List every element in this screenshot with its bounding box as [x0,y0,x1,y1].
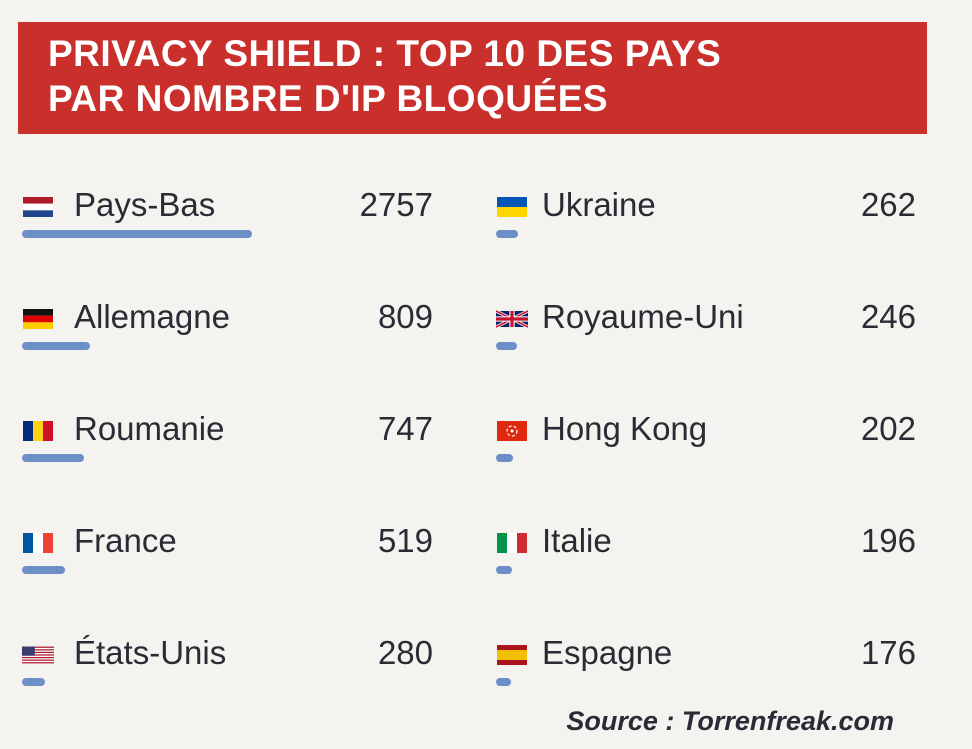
data-label: 246 [860,298,916,335]
bar-entry-2: Roumanie 747 [18,404,433,494]
bar [496,342,517,350]
bar-entry-0: Pays-Bas 2757 [18,180,433,270]
title-line-2: PAR NOMBRE D'IP BLOQUÉES [48,78,609,119]
romania-flag-icon [22,421,54,441]
spain-flag-icon [496,645,528,665]
france-flag-icon [22,533,54,553]
data-label: 2757 [359,186,433,223]
data-label: 280 [377,634,433,671]
data-label: 519 [377,522,433,559]
bar [496,566,513,574]
bar [22,342,90,350]
bar-entry-5: Ukraine 262 [496,180,916,270]
data-label: 809 [377,298,433,335]
data-label: 176 [860,634,916,671]
usa-flag-icon [22,645,54,665]
category-label: Pays-Bas [74,186,216,223]
category-label: Allemagne [74,298,230,335]
hong-kong-flag-icon [496,421,528,441]
category-label: Roumanie [74,410,225,447]
category-label: Italie [542,522,612,559]
bar [22,678,46,686]
bar [22,566,66,574]
category-label: Espagne [542,634,673,671]
bar-entry-1: Allemagne 809 [18,292,433,382]
uk-flag-icon [495,309,529,329]
data-label: 196 [860,522,916,559]
category-label: France [74,522,177,559]
data-label: 262 [860,186,916,223]
bar [496,230,518,238]
data-label: 747 [377,410,433,447]
bar [22,454,85,462]
data-label: 202 [860,410,916,447]
category-label: Ukraine [542,186,656,223]
bar-entry-9: Espagne 176 [496,628,916,718]
category-label: Hong Kong [542,410,708,447]
bar-entry-3: France 519 [18,516,433,606]
bar [496,454,513,462]
netherlands-flag-icon [22,197,54,217]
source-credit: Source : Torrenfreak.com [566,706,894,736]
bar-entry-8: Italie 196 [496,516,916,606]
title-line-1: PRIVACY SHIELD : TOP 10 DES PAYS [48,33,722,74]
italy-flag-icon [496,533,528,553]
title-banner: PRIVACY SHIELD : TOP 10 DES PAYS PAR NOM… [18,22,927,134]
ukraine-flag-icon [496,197,528,217]
bar [496,678,511,686]
germany-flag-icon [22,309,54,329]
bar-entry-4: États-Unis 280 [18,628,433,718]
category-label: États-Unis [74,634,227,671]
bar-entry-6: Royaume-Uni 246 [495,292,916,382]
bar-entry-7: Hong Kong 202 [496,404,916,494]
category-label: Royaume-Uni [542,298,744,335]
bar [22,230,252,238]
